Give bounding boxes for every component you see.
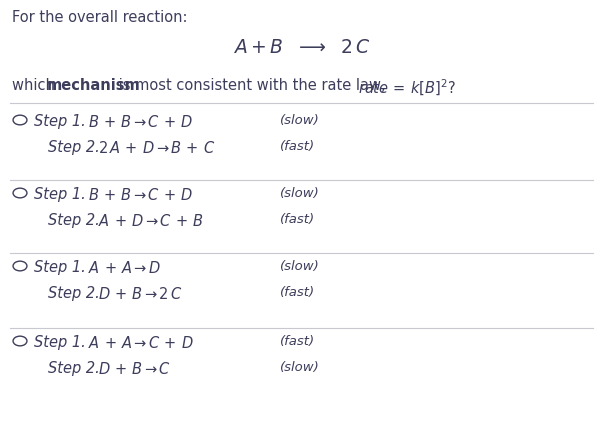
Text: Step 2.: Step 2.	[48, 140, 113, 155]
Text: mechanism: mechanism	[47, 78, 140, 93]
Text: $\mathit{2\,A\,+\,D\,→\,B\,+\,C}$: $\mathit{2\,A\,+\,D\,→\,B\,+\,C}$	[98, 140, 215, 156]
Text: Step 2.: Step 2.	[48, 361, 113, 376]
Text: Step 2.: Step 2.	[48, 213, 113, 228]
Text: $\mathit{A + B}$  $\longrightarrow$  $\mathit{2\,C}$: $\mathit{A + B}$ $\longrightarrow$ $\mat…	[233, 38, 370, 57]
Text: Step 2.: Step 2.	[48, 286, 113, 301]
Text: (fast): (fast)	[280, 213, 315, 226]
Text: $\mathit{A\,+\,A\,→\,C\,+\,D}$: $\mathit{A\,+\,A\,→\,C\,+\,D}$	[88, 335, 194, 351]
Text: For the overall reaction:: For the overall reaction:	[12, 10, 188, 25]
Text: is most consistent with the rate law,: is most consistent with the rate law,	[114, 78, 388, 93]
Text: (slow): (slow)	[280, 114, 320, 127]
Text: $\mathit{A\,+\,D\,→\,C\,+\,B}$: $\mathit{A\,+\,D\,→\,C\,+\,B}$	[98, 213, 204, 229]
Text: (slow): (slow)	[280, 187, 320, 200]
Text: $\mathit{A\,+\,A\,→\,D}$: $\mathit{A\,+\,A\,→\,D}$	[88, 260, 161, 276]
Text: (fast): (fast)	[280, 335, 315, 348]
Text: Step 1.: Step 1.	[34, 335, 99, 350]
Text: (slow): (slow)	[280, 361, 320, 374]
Text: Step 1.: Step 1.	[34, 114, 99, 129]
Text: Step 1.: Step 1.	[34, 187, 99, 202]
Text: $\mathit{B\,+\,B\,→\,C\,+\,D}$: $\mathit{B\,+\,B\,→\,C\,+\,D}$	[88, 114, 193, 130]
Text: $\mathit{D\,+\,B\,→\,C}$: $\mathit{D\,+\,B\,→\,C}$	[98, 361, 171, 377]
Text: (fast): (fast)	[280, 140, 315, 153]
Text: $\mathit{rate}$$\,=\,k[B]^{2}$?: $\mathit{rate}$$\,=\,k[B]^{2}$?	[358, 78, 456, 98]
Text: $\mathit{B\,+\,B\,→\,C\,+\,D}$: $\mathit{B\,+\,B\,→\,C\,+\,D}$	[88, 187, 193, 203]
Text: Step 1.: Step 1.	[34, 260, 99, 275]
Text: which: which	[12, 78, 60, 93]
Text: (slow): (slow)	[280, 260, 320, 273]
Text: (fast): (fast)	[280, 286, 315, 299]
Text: $\mathit{D\,+\,B\,→\,2\,C}$: $\mathit{D\,+\,B\,→\,2\,C}$	[98, 286, 183, 302]
